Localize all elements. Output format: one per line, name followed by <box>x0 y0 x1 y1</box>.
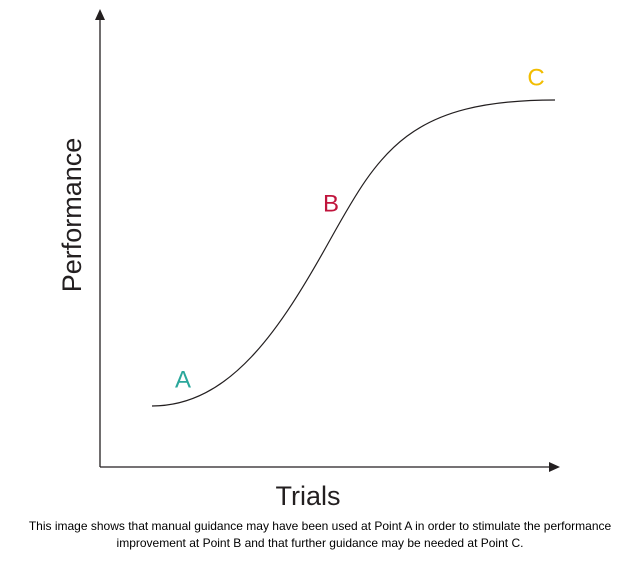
x-axis-arrow <box>549 462 560 472</box>
y-axis-arrow <box>95 9 105 20</box>
caption-line: improvement at Point B and that further … <box>117 536 524 550</box>
learning-curve <box>151 99 556 407</box>
point-label: B <box>323 190 339 217</box>
point-label: A <box>175 366 191 393</box>
point-label: C <box>527 64 544 91</box>
caption-line: This image shows that manual guidance ma… <box>29 519 612 533</box>
x-axis-label: Trials <box>276 481 341 511</box>
y-axis-label: Performance <box>57 138 87 293</box>
